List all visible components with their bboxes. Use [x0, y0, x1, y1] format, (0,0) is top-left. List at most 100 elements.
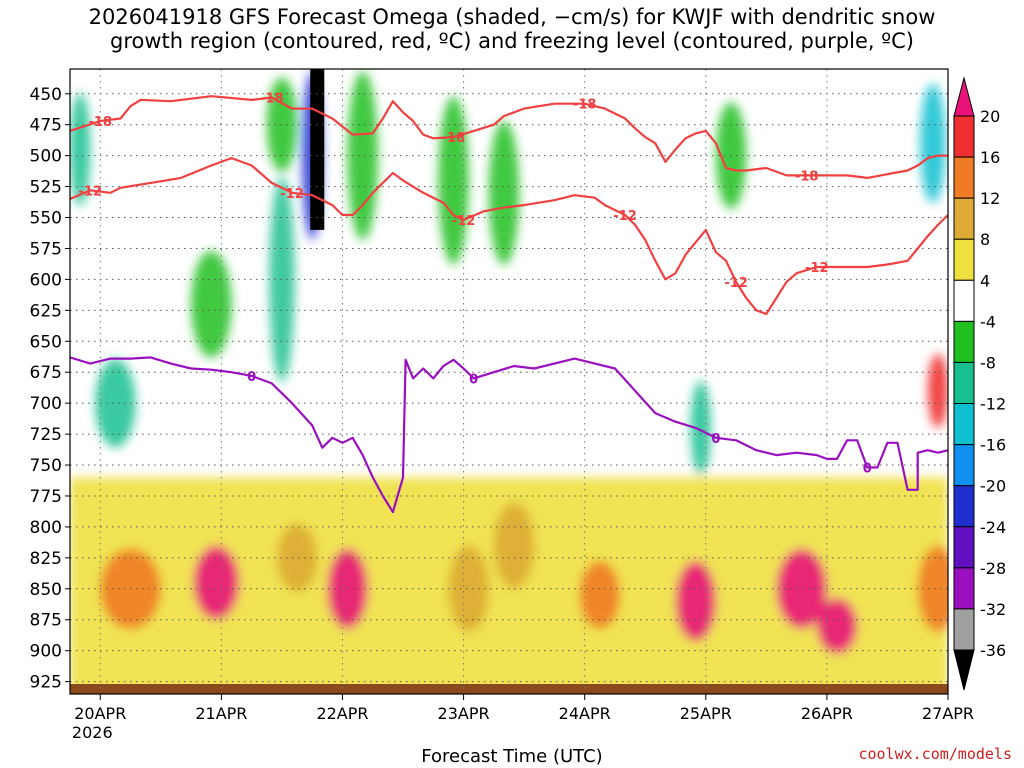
ascent-cell-10 [927, 353, 948, 428]
plot-frame [69, 68, 949, 695]
descent-column-9 [690, 380, 711, 476]
ground-surface [70, 684, 948, 694]
contour-line-2 [70, 356, 948, 514]
colorbar-swatch-0 [953, 115, 975, 158]
colorbar-swatch-4 [953, 279, 975, 322]
y-tick-label-600: 600 [30, 270, 62, 290]
contour-label-2-3: 0 [863, 462, 872, 477]
descent-column-3 [266, 77, 298, 172]
contour-label-1-5: -12 [805, 261, 829, 276]
y-tick-label-675: 675 [30, 363, 62, 383]
colorbar-swatch-11 [953, 567, 975, 610]
x-axis-title: Forecast Time (UTC) [421, 746, 603, 767]
y-tick-label-750: 750 [30, 456, 62, 476]
descent-column-1 [95, 359, 136, 448]
y-tick-label-650: 650 [30, 332, 62, 352]
descent-column-6 [347, 71, 378, 240]
x-tick-label-23APR: 23APR [438, 704, 490, 723]
colorbar-label-10: -24 [980, 518, 1006, 537]
y-tick-label-700: 700 [30, 394, 62, 414]
y-axis: 450 475 500 525 550 575 600 625 650 675 700 725 750 7… [30, 85, 70, 693]
x-tick-year-label: 2026 [72, 723, 113, 742]
y-tick-label-525: 525 [30, 178, 62, 198]
ascent-cell-4 [448, 545, 489, 632]
descent-column-4 [269, 176, 295, 383]
contour-label-2-1: 0 [469, 372, 478, 387]
y-tick-label-625: 625 [30, 301, 62, 321]
ascent-cell-1 [193, 545, 240, 620]
colorbar-top-cap [953, 76, 975, 117]
y-tick-label-575: 575 [30, 239, 62, 259]
y-tick-label-500: 500 [30, 147, 62, 167]
contour-label-0-4: -18 [795, 169, 819, 184]
colorbar-swatch-8 [953, 444, 975, 487]
descent-column-7 [438, 96, 469, 265]
colorbar-label-0: 20 [980, 107, 1000, 126]
y-tick-label-925: 925 [30, 673, 62, 693]
colorbar-bottom-cap [953, 649, 975, 691]
x-tick-label-24APR: 24APR [559, 704, 611, 723]
contour-label-1-3: -12 [613, 209, 637, 224]
contour-label-2-2: 0 [711, 432, 720, 447]
colorbar-swatch-7 [953, 403, 975, 446]
colorbar-swatch-5 [953, 320, 975, 363]
chart-title-line2: growth region (contoured, red, ºC) and f… [110, 29, 914, 53]
colorbar-label-1: 16 [980, 148, 1000, 167]
y-tick-label-825: 825 [30, 549, 62, 569]
y-tick-label-775: 775 [30, 487, 62, 507]
chart-title-line1: 2026041918 GFS Forecast Omega (shaded, −… [88, 5, 936, 29]
colorbar-label-5: -4 [980, 312, 996, 331]
credit-link[interactable]: coolwx.com/models [858, 745, 1012, 763]
colorbar-swatch-2 [953, 197, 975, 240]
y-tick-label-450: 450 [30, 85, 62, 105]
y-tick-label-900: 900 [30, 642, 62, 662]
contour-label-0-2: -18 [442, 131, 466, 146]
y-tick-label-800: 800 [30, 518, 62, 538]
descent-column-2 [191, 250, 232, 358]
y-tick-label-475: 475 [30, 116, 62, 136]
colorbar-swatch-6 [953, 361, 975, 405]
x-tick-label-21APR: 21APR [195, 704, 247, 723]
contour-label-0-3: -18 [573, 98, 597, 113]
x-tick-label-25APR: 25APR [680, 704, 732, 723]
contour-line-1 [70, 157, 948, 316]
colorbar-swatch-1 [953, 156, 975, 199]
contour-label-1-1: -12 [280, 187, 304, 202]
ascent-cell-3 [327, 548, 368, 629]
colorbar-swatch-9 [953, 485, 975, 528]
contour-label-1-2: -12 [452, 214, 476, 229]
ascent-cell-5 [493, 502, 535, 589]
ascent-cell-2 [276, 524, 318, 592]
colorbar-label-11: -28 [980, 559, 1006, 578]
contour-label-2-0: 0 [247, 370, 256, 385]
x-tick-label-20APR: 20APR [74, 704, 126, 723]
ascent-cell-11 [917, 545, 948, 632]
colorbar-label-8: -16 [980, 436, 1006, 455]
contour-label-1-0: -12 [78, 184, 102, 199]
descent-column-0 [70, 93, 91, 206]
omega-shading [70, 69, 948, 694]
ascent-cell-9 [816, 598, 858, 654]
colorbar-label-13: -36 [980, 641, 1006, 660]
x-tick-label-27APR: 27APR [922, 704, 974, 723]
strong-column [310, 69, 325, 230]
contour-label-0-1: -18 [260, 91, 284, 106]
colorbar-label-3: 8 [980, 230, 990, 249]
ascent-cell-8 [776, 548, 827, 629]
contours: -18 -18 -18 -18 -18 -12 -12 -12 -12 -12 -12 0 0 0 0 [70, 91, 948, 514]
colorbar-label-7: -12 [980, 395, 1006, 414]
y-tick-label-725: 725 [30, 425, 62, 445]
y-tick-label-850: 850 [30, 580, 62, 600]
ascent-cell-6 [579, 561, 621, 629]
colorbar-label-4: 4 [980, 271, 990, 290]
y-tick-label-875: 875 [30, 611, 62, 631]
descent-column-8 [488, 120, 520, 265]
contour-label-1-4: -12 [724, 276, 748, 291]
colorbar: 20 16 12 8 4 -4 -8 -12 -16 -20 -24 -28 -32 -36 [953, 76, 1006, 691]
contour-line-0 [70, 95, 948, 179]
colorbar-label-6: -8 [980, 353, 996, 372]
contour-label-0-0: -18 [89, 115, 113, 130]
descent-column-11 [920, 83, 946, 203]
